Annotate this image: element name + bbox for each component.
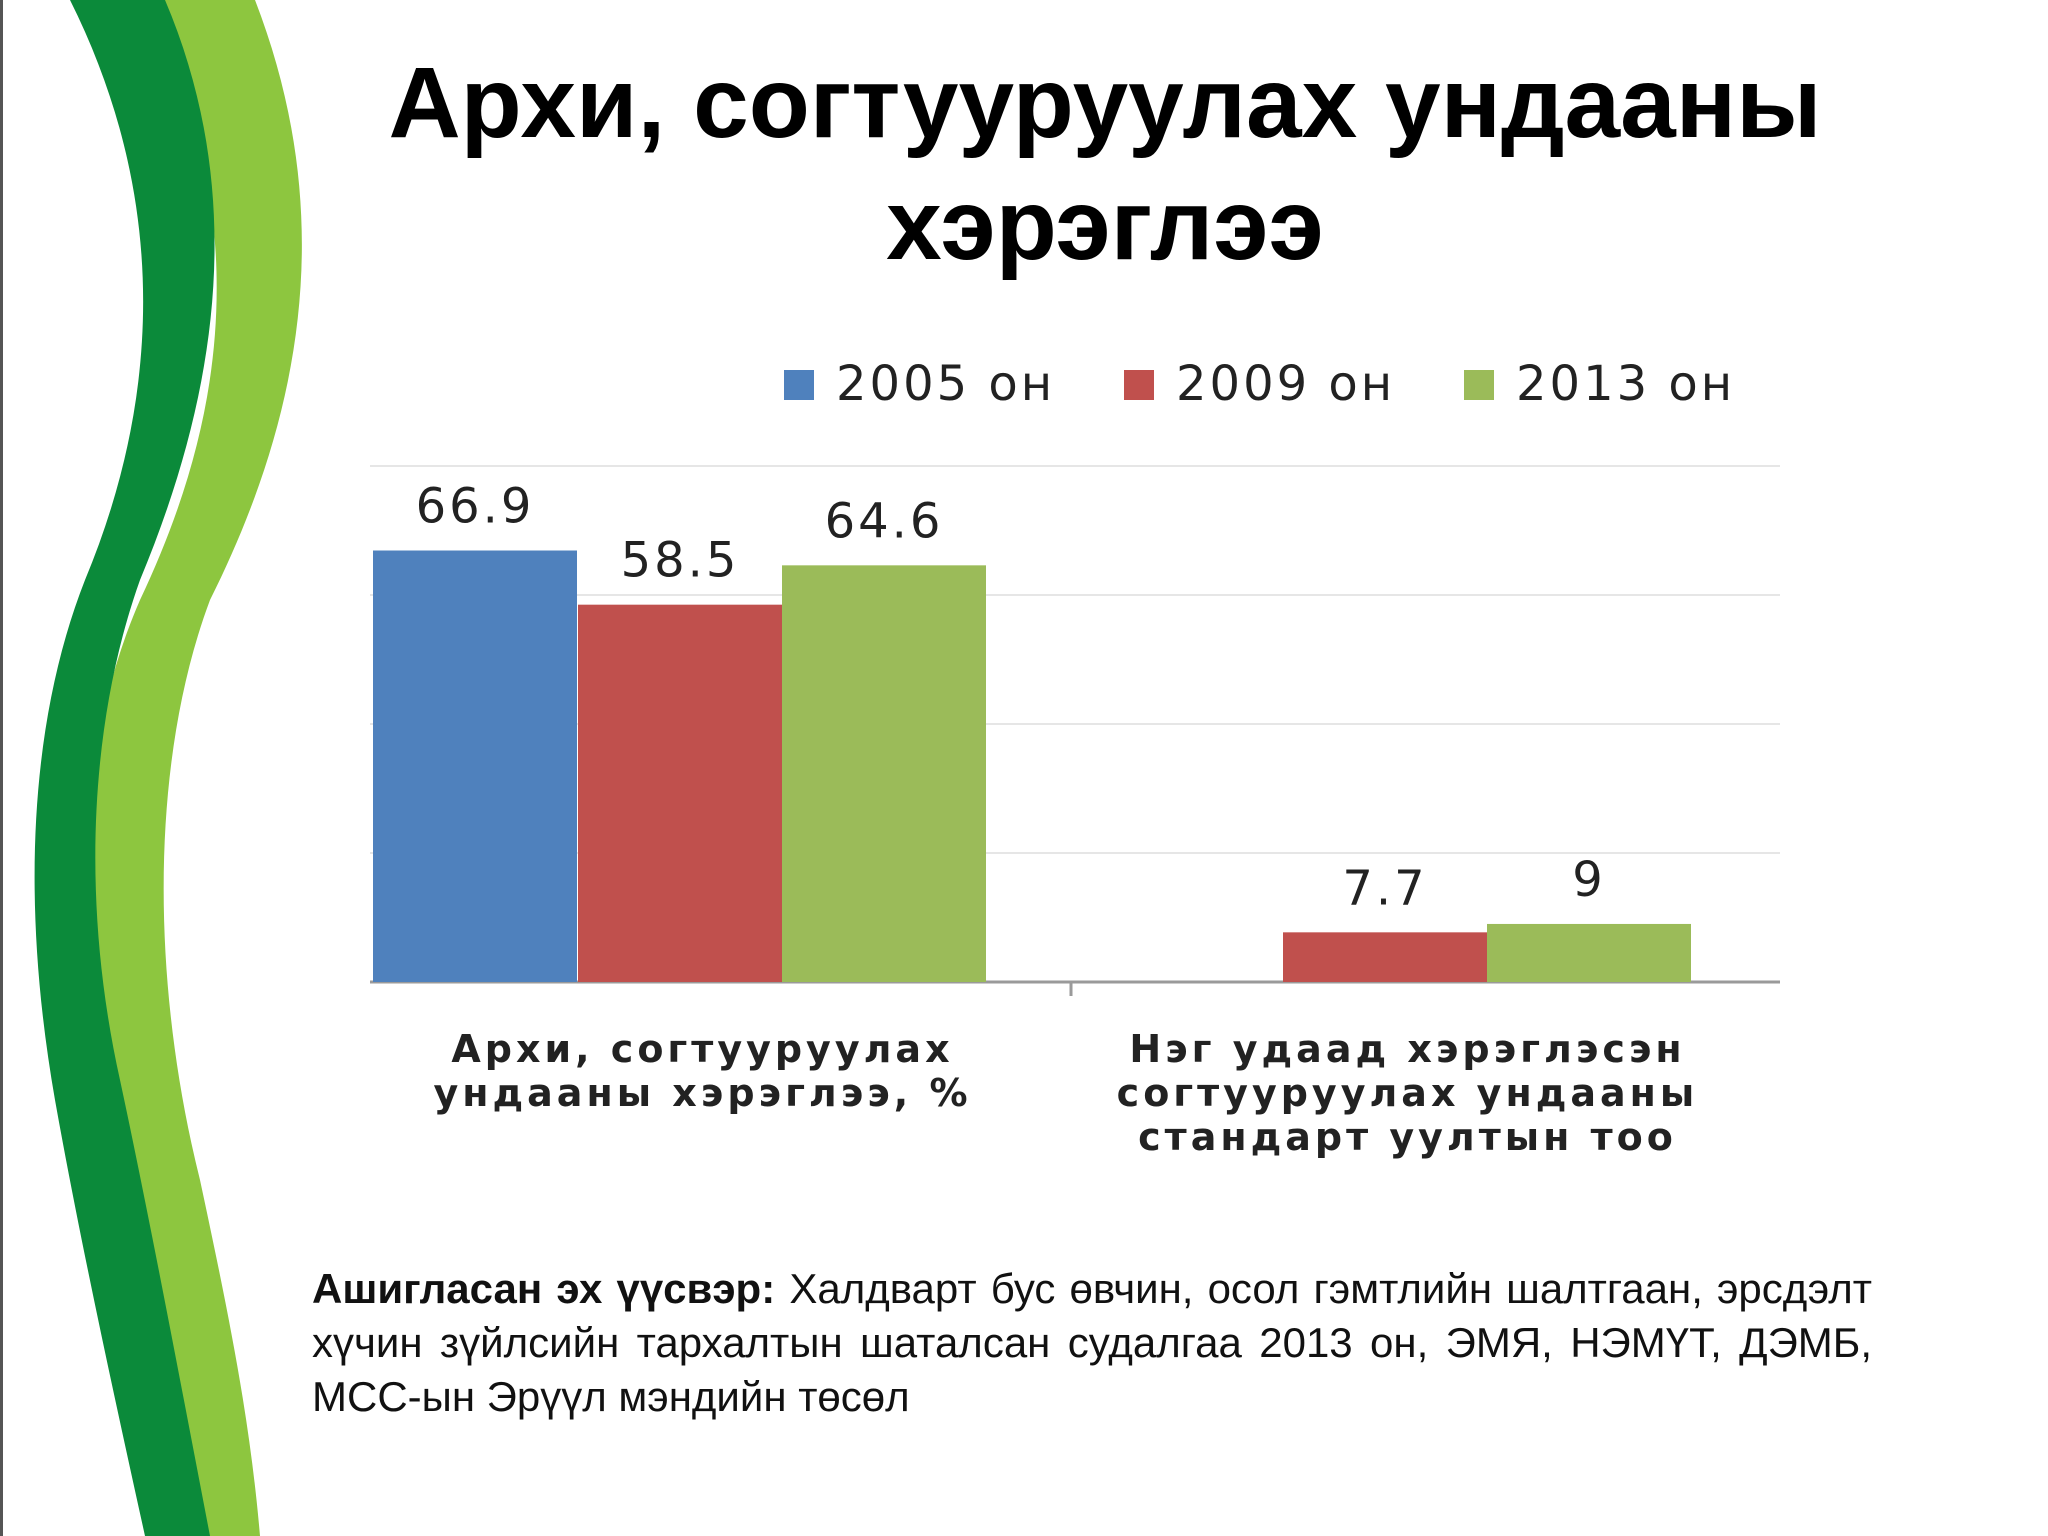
bar bbox=[578, 604, 782, 982]
category-label: Нэг удаад хэрэглэсэн bbox=[1129, 1027, 1685, 1071]
title-line-1: Архи, согтууруулах ундааны bbox=[388, 47, 1822, 159]
data-label: 58.5 bbox=[621, 533, 740, 589]
legend-swatch bbox=[1124, 370, 1154, 400]
dark-green-ribbon bbox=[34, 0, 215, 1536]
light-green-ribbon bbox=[83, 0, 302, 1536]
slide-left-border bbox=[0, 0, 3, 1536]
legend-label: 2013 он bbox=[1516, 356, 1735, 412]
category-label: согтууруулах ундааны bbox=[1117, 1071, 1699, 1115]
bar bbox=[373, 550, 577, 982]
legend-label: 2005 он bbox=[836, 356, 1055, 412]
source-label: Ашигласан эх үүсвэр: bbox=[312, 1265, 776, 1312]
category-label: стандарт уултын тоо bbox=[1138, 1115, 1677, 1159]
title-line-2: хэрэглээ bbox=[886, 169, 1324, 281]
legend-swatch bbox=[1464, 370, 1494, 400]
data-label: 9 bbox=[1572, 852, 1606, 908]
legend-label: 2009 он bbox=[1176, 356, 1395, 412]
data-label: 64.6 bbox=[825, 493, 944, 549]
data-label: 66.9 bbox=[416, 478, 535, 534]
slide-title: Архи, согтууруулах ундааны хэрэглээ bbox=[280, 42, 1930, 286]
bar bbox=[1283, 932, 1487, 982]
bar bbox=[782, 565, 986, 982]
bar bbox=[1487, 923, 1691, 982]
legend-swatch bbox=[784, 370, 814, 400]
source-text: Халдварт бус өвчин, осол гэмтлийн шалтга… bbox=[312, 1265, 1873, 1420]
data-label: 7.7 bbox=[1342, 860, 1427, 916]
category-label: Архи, согтууруулах bbox=[451, 1027, 953, 1071]
category-label: ундааны хэрэглээ, % bbox=[433, 1071, 971, 1115]
green-ribbon-decoration bbox=[34, 0, 302, 1536]
source-note: Ашигласан эх үүсвэр: Халдварт бус өвчин,… bbox=[312, 1262, 1872, 1424]
